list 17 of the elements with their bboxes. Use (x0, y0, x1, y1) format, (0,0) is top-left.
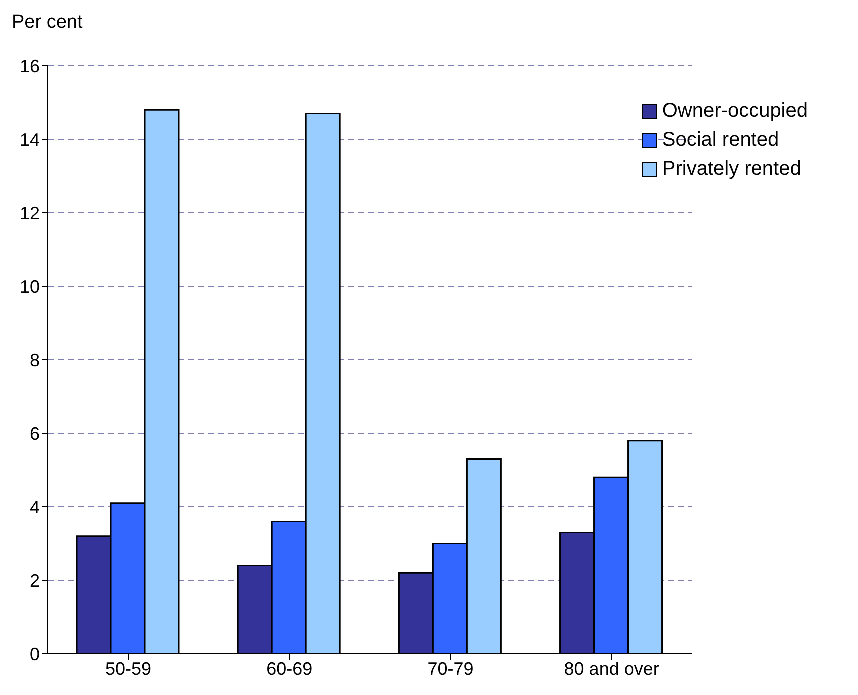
legend-label: Social rented (662, 129, 780, 152)
x-tick-label: 70-79 (428, 658, 474, 679)
x-tick-label: 80 and over (564, 658, 660, 679)
x-tick-label: 60-69 (266, 658, 313, 679)
y-tick-label: 10 (20, 276, 40, 297)
y-tick-label: 12 (20, 203, 40, 224)
y-tick-label: 4 (30, 497, 40, 518)
y-tick-label: 14 (20, 130, 40, 150)
x-tick-label: 50-59 (106, 658, 152, 679)
y-axis-title: Per cent (12, 12, 83, 34)
y-tick-label: 2 (30, 570, 40, 591)
legend-label: Privately rented (662, 158, 802, 181)
legend-label: Owner-occupied (662, 100, 808, 123)
y-tick-label: 6 (30, 424, 40, 444)
y-tick-label: 8 (30, 350, 40, 370)
y-tick-label: 0 (30, 644, 40, 664)
y-tick-label: 16 (20, 56, 40, 76)
